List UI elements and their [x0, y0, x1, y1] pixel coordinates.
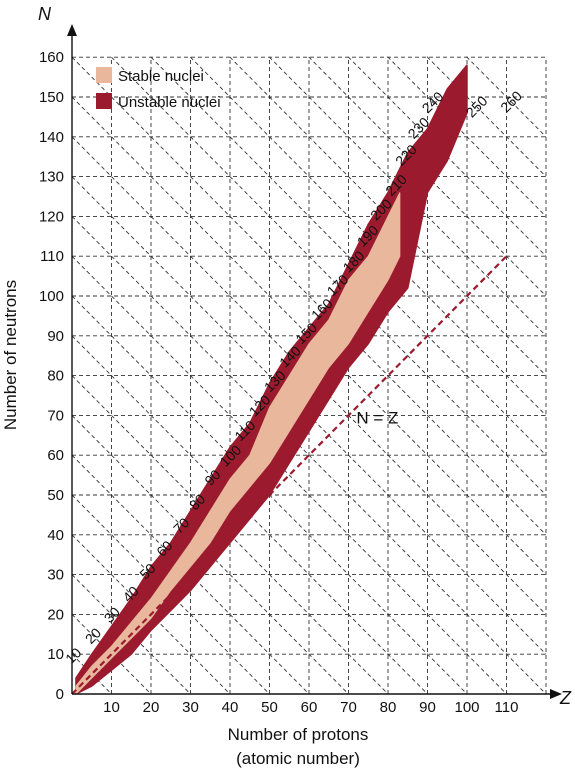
- x-tick-label-70: 70: [340, 699, 357, 716]
- n-equals-z-line: N = Z: [71, 255, 508, 695]
- y-tick-label-30: 30: [47, 567, 64, 584]
- isobar-line-220: [307, 56, 546, 297]
- isobar-line-230: [346, 56, 546, 257]
- y-tick-label-70: 70: [47, 407, 64, 424]
- unstable-band: [75, 64, 468, 695]
- x-tick-label-90: 90: [419, 699, 436, 716]
- x-tick-label-50: 50: [261, 699, 278, 716]
- x-axis-letter: Z: [559, 688, 572, 708]
- y-tick-label-90: 90: [47, 328, 64, 345]
- nuclide-bands: [75, 64, 468, 696]
- x-tick-label-100: 100: [454, 699, 479, 716]
- n-equals-z-label: N = Z: [356, 408, 398, 427]
- y-tick-label-0: 0: [56, 686, 64, 703]
- y-tick-label-110: 110: [40, 248, 64, 265]
- x-tick-label-40: 40: [222, 699, 239, 716]
- tick-labels: 10 20 30 40 50 60 70 80 90 100 110 0 10 20 30 40 50 60 70 8…: [39, 49, 518, 716]
- y-axis-letter: N: [38, 4, 52, 24]
- isobar-line-210: [267, 56, 546, 337]
- y-tick-label-20: 20: [47, 606, 64, 623]
- x-tick-label-60: 60: [301, 699, 318, 716]
- y-tick-label-100: 100: [39, 288, 64, 305]
- y-tick-label-120: 120: [39, 208, 64, 225]
- isobar-line-170: [109, 56, 546, 496]
- y-tick-label-60: 60: [47, 447, 64, 464]
- legend-label-stable: Stable nuclei: [118, 68, 204, 85]
- y-axis-title: Number of neutrons: [1, 280, 20, 430]
- stable-band: [75, 192, 401, 696]
- y-tick-label-10: 10: [47, 646, 64, 663]
- x-tick-label-10: 10: [103, 699, 120, 716]
- x-tick-label-20: 20: [143, 699, 160, 716]
- x-axis-arrow: [550, 689, 562, 699]
- legend-label-unstable: Unstable nuclei: [118, 94, 221, 111]
- x-axis-title: Number of protons: [228, 725, 369, 744]
- axes: [67, 24, 562, 699]
- isobar-line-120: [72, 216, 546, 694]
- n-equals-z-line-path: [71, 255, 508, 695]
- y-axis-arrow: [67, 24, 77, 36]
- x-tick-label-80: 80: [380, 699, 397, 716]
- y-tick-label-80: 80: [47, 368, 64, 385]
- y-tick-label-40: 40: [47, 527, 64, 544]
- x-tick-label-110: 110: [495, 699, 519, 716]
- isobar-line-160: [72, 56, 546, 536]
- x-tick-label-30: 30: [182, 699, 199, 716]
- legend: Stable nuclei Unstable nuclei: [96, 67, 221, 111]
- y-tick-label-50: 50: [47, 487, 64, 504]
- legend-swatch-stable: [96, 67, 112, 83]
- isobar-line-110: [72, 255, 507, 694]
- y-tick-label-150: 150: [39, 89, 64, 106]
- isobar-label-10: 10: [62, 644, 84, 666]
- legend-swatch-unstable: [96, 93, 112, 109]
- y-tick-label-130: 130: [39, 169, 64, 186]
- y-tick-label-160: 160: [39, 49, 64, 66]
- x-axis-subtitle: (atomic number): [236, 749, 360, 768]
- y-tick-label-140: 140: [39, 129, 64, 146]
